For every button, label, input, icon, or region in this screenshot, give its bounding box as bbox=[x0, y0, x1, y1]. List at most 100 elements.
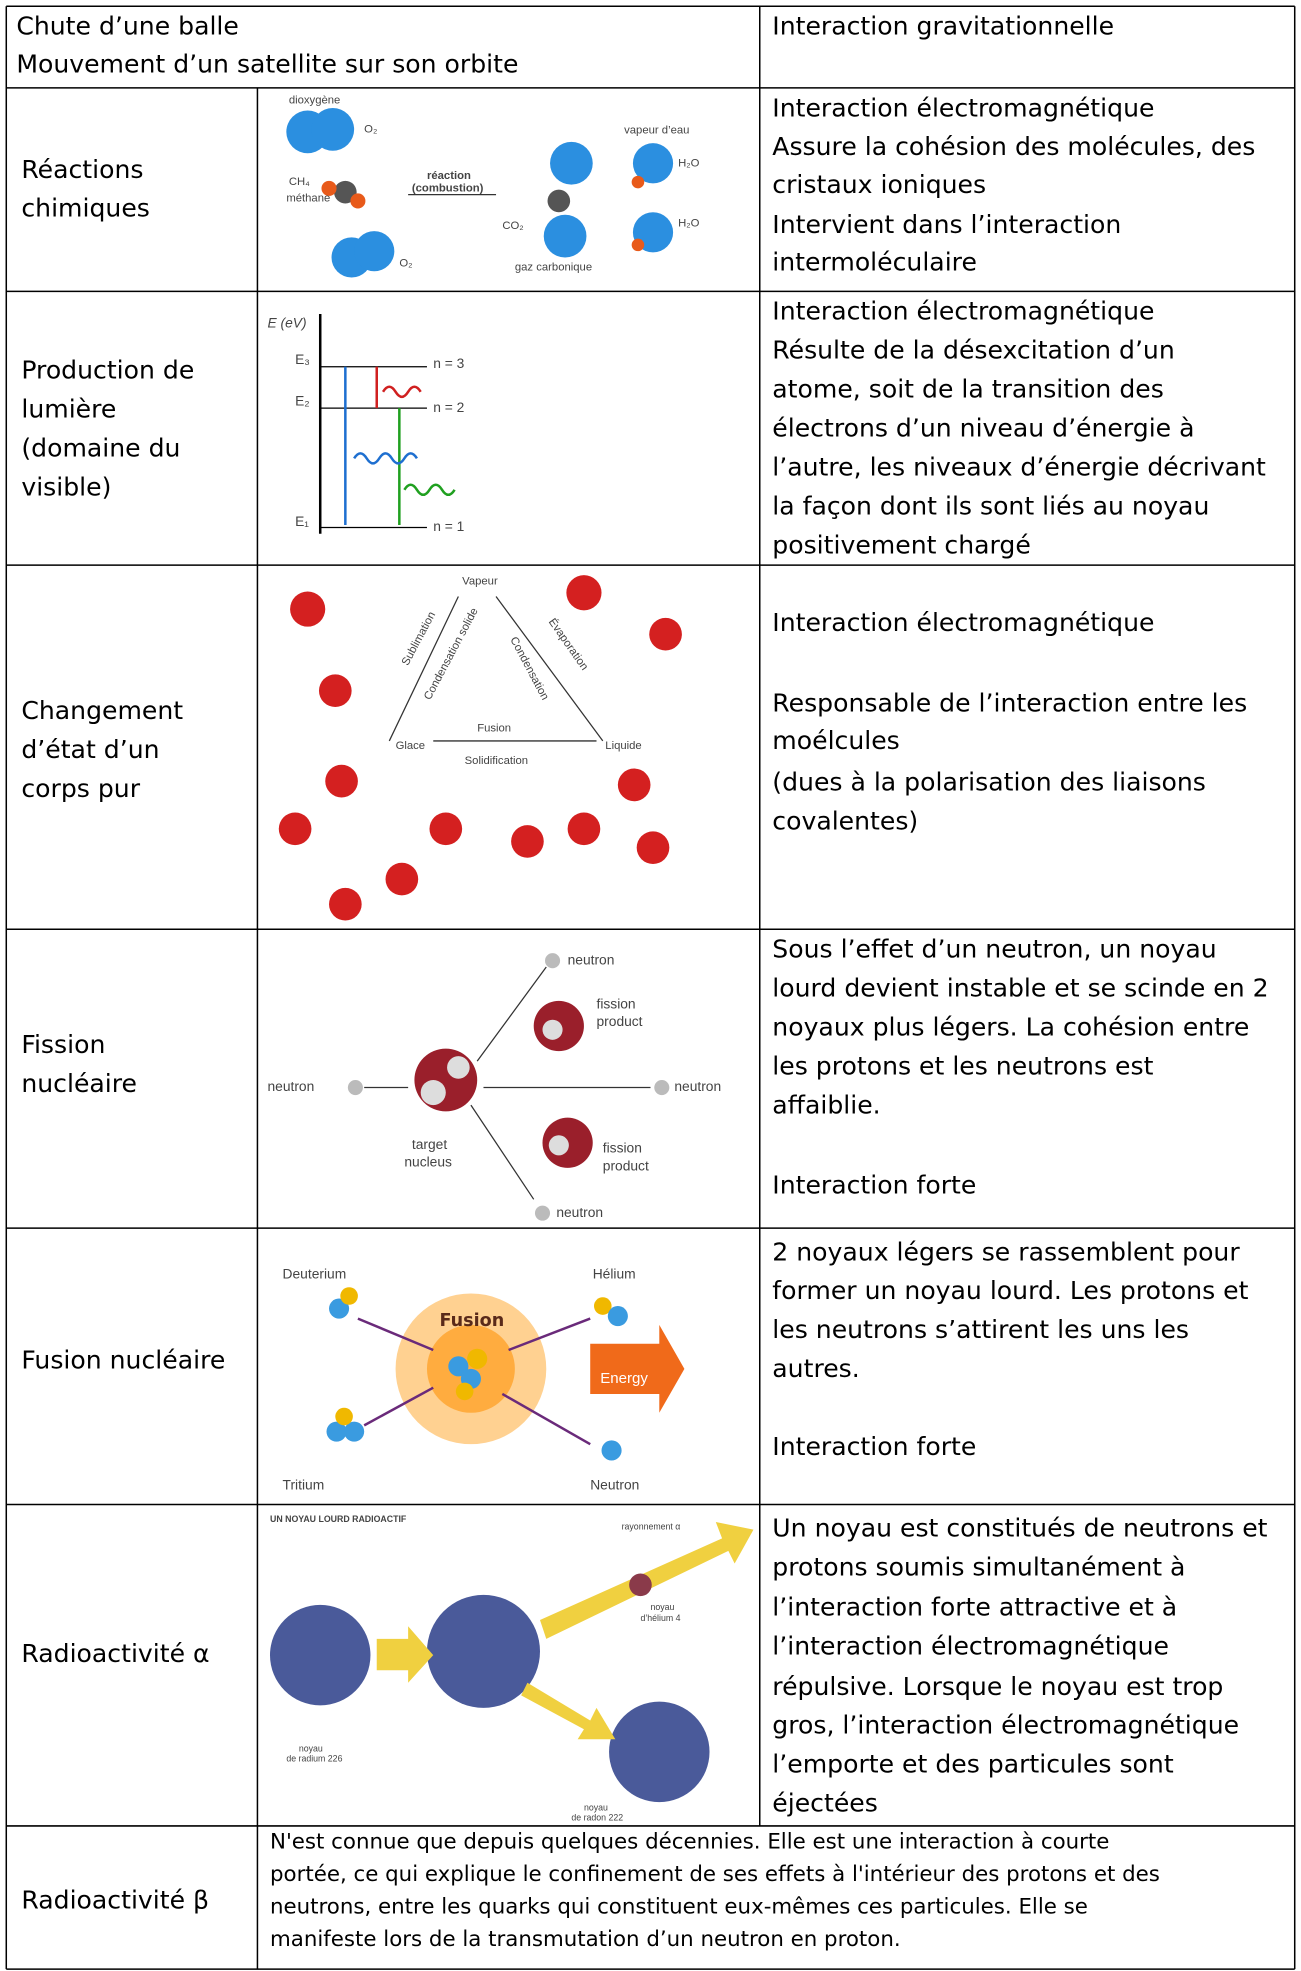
cell-text: Interaction gravitationnelle bbox=[772, 12, 1114, 41]
figure-label: E (eV) bbox=[267, 315, 306, 331]
illustration-shape bbox=[448, 1356, 469, 1377]
cell-text: cristaux ioniques bbox=[772, 170, 986, 199]
rule bbox=[495, 596, 604, 742]
illustration-shape bbox=[566, 575, 602, 611]
illustration-shape bbox=[590, 1324, 685, 1413]
figure-label: Évaporation bbox=[546, 616, 591, 673]
cell-text: l’emporte et des particules sont bbox=[772, 1750, 1174, 1779]
figure-label: Liquide bbox=[605, 740, 641, 752]
cell-text: intermoléculaire bbox=[772, 248, 977, 277]
cell-text: Fission bbox=[21, 1030, 105, 1059]
illustration-shape bbox=[542, 1019, 563, 1040]
cell-text: autres. bbox=[772, 1354, 859, 1383]
figure-label: réaction bbox=[427, 170, 471, 182]
illustration-shape bbox=[455, 1382, 474, 1401]
figure-label: n = 3 bbox=[433, 355, 464, 371]
illustration-shape bbox=[429, 812, 463, 846]
illustration-shape bbox=[545, 953, 561, 969]
illustration-shape bbox=[414, 1048, 478, 1112]
figure-label: noyau bbox=[299, 1744, 323, 1754]
figure-label: target bbox=[412, 1136, 447, 1152]
cell-text: atome, soit de la transition des bbox=[772, 375, 1164, 404]
cell-text: protons soumis simultanément à bbox=[772, 1553, 1185, 1582]
cell-text: lumière bbox=[21, 395, 116, 424]
illustration-shape bbox=[311, 108, 355, 151]
cell-text: Interaction électromagnétique bbox=[772, 608, 1154, 637]
illustration-shape bbox=[385, 862, 419, 896]
illustration-shape bbox=[403, 483, 456, 497]
cell-text: répulsive. Lorsque le noyau est trop bbox=[772, 1672, 1223, 1701]
cell-text: éjectées bbox=[772, 1789, 878, 1818]
cell-text: Interaction électromagnétique bbox=[772, 297, 1154, 326]
illustration-shape bbox=[426, 1594, 540, 1708]
figure-label: Vapeur bbox=[462, 575, 498, 587]
figure-label: O₂ bbox=[364, 123, 377, 135]
illustration-shape bbox=[543, 214, 587, 258]
figure-label: E₂ bbox=[295, 393, 310, 409]
cell-text: noyaux plus légers. La cohésion entre bbox=[772, 1013, 1249, 1042]
figure-label: de radium 226 bbox=[286, 1754, 342, 1764]
figure-label: noyau bbox=[584, 1803, 608, 1813]
figure-label: Tritium bbox=[283, 1476, 325, 1492]
texts: Chute d’une balle Mouvement d’un satelli… bbox=[16, 12, 1268, 1953]
illustration-shape bbox=[329, 887, 362, 921]
cell-text: former un noyau lourd. Les protons et bbox=[772, 1276, 1248, 1305]
figure-label: CO₂ bbox=[502, 220, 523, 232]
cell-text: gros, l’interaction électromagnétique bbox=[772, 1711, 1239, 1740]
figure-label: rayonnement α bbox=[622, 1521, 681, 1531]
cell-text: Intervient dans l’interaction bbox=[772, 210, 1121, 239]
figure-label: CH₄ bbox=[289, 176, 310, 188]
cell-text: Un noyau est constitués de neutrons et bbox=[772, 1514, 1267, 1543]
illustration-shape bbox=[350, 193, 366, 209]
illustration-shape bbox=[593, 1297, 612, 1315]
illustration-shape bbox=[354, 231, 395, 272]
figure-label: neutron bbox=[568, 951, 615, 967]
rule bbox=[363, 1386, 434, 1427]
illustration-shape bbox=[467, 1348, 488, 1369]
figure-label: n = 2 bbox=[433, 399, 464, 415]
illustration-shape bbox=[636, 831, 670, 865]
cell-text: Chute d’une balle bbox=[16, 12, 239, 41]
illustration-shape bbox=[617, 768, 651, 802]
cell-text: Interaction forte bbox=[772, 1432, 976, 1461]
illustration-shape bbox=[654, 1079, 670, 1096]
cell-text: portée, ce qui explique le confinement d… bbox=[270, 1862, 1160, 1887]
illustration-shape bbox=[548, 1135, 569, 1156]
cell-text: Assure la cohésion des molécules, des bbox=[772, 132, 1255, 161]
cell-text: (domaine du bbox=[21, 434, 180, 463]
illustration-shape bbox=[344, 1421, 365, 1442]
figure-label: Condensation bbox=[507, 635, 550, 702]
illustration-shape bbox=[321, 180, 337, 196]
illustration-shape bbox=[567, 812, 601, 846]
cell-text: Responsable de l’interaction entre les bbox=[772, 689, 1247, 718]
illustration-shape bbox=[601, 1440, 622, 1461]
illustration-shape bbox=[547, 189, 571, 213]
figure-label: fission bbox=[603, 1140, 642, 1156]
illustration-shape bbox=[447, 1056, 470, 1079]
figure-label: (combustion) bbox=[412, 182, 484, 194]
illustration-shape bbox=[521, 1682, 616, 1740]
illustration-shape bbox=[326, 1421, 347, 1442]
cell-text: manifeste lors de la transmutation d’un … bbox=[270, 1927, 901, 1952]
figure-label: E₃ bbox=[295, 351, 310, 367]
figure-label: Deuterium bbox=[283, 1265, 347, 1281]
illustration-shape bbox=[334, 180, 357, 204]
illustration-shape bbox=[607, 1306, 628, 1327]
cell-text: nucléaire bbox=[21, 1069, 137, 1098]
figure-label: neutron bbox=[674, 1078, 721, 1094]
illustration-shape bbox=[511, 825, 544, 858]
illustration-shape bbox=[534, 1205, 551, 1221]
cell-text: l’autre, les niveaux d’énergie décrivant bbox=[772, 452, 1266, 481]
cell-text: visible) bbox=[21, 473, 111, 502]
cell-text: neutrons, entre les quarks qui constitue… bbox=[270, 1895, 1088, 1920]
cell-text: positivement chargé bbox=[772, 530, 1031, 559]
illustration-shape bbox=[318, 674, 352, 708]
rule bbox=[476, 966, 547, 1062]
rule bbox=[470, 1104, 535, 1200]
cell-text: Radioactivité α bbox=[21, 1639, 209, 1668]
cell-text: Réactions bbox=[21, 155, 143, 184]
illustration-shape bbox=[649, 617, 682, 651]
figure-label: H₂O bbox=[678, 157, 700, 169]
cell-text: d’état d’un bbox=[21, 735, 159, 764]
illustration-shape bbox=[353, 452, 418, 465]
